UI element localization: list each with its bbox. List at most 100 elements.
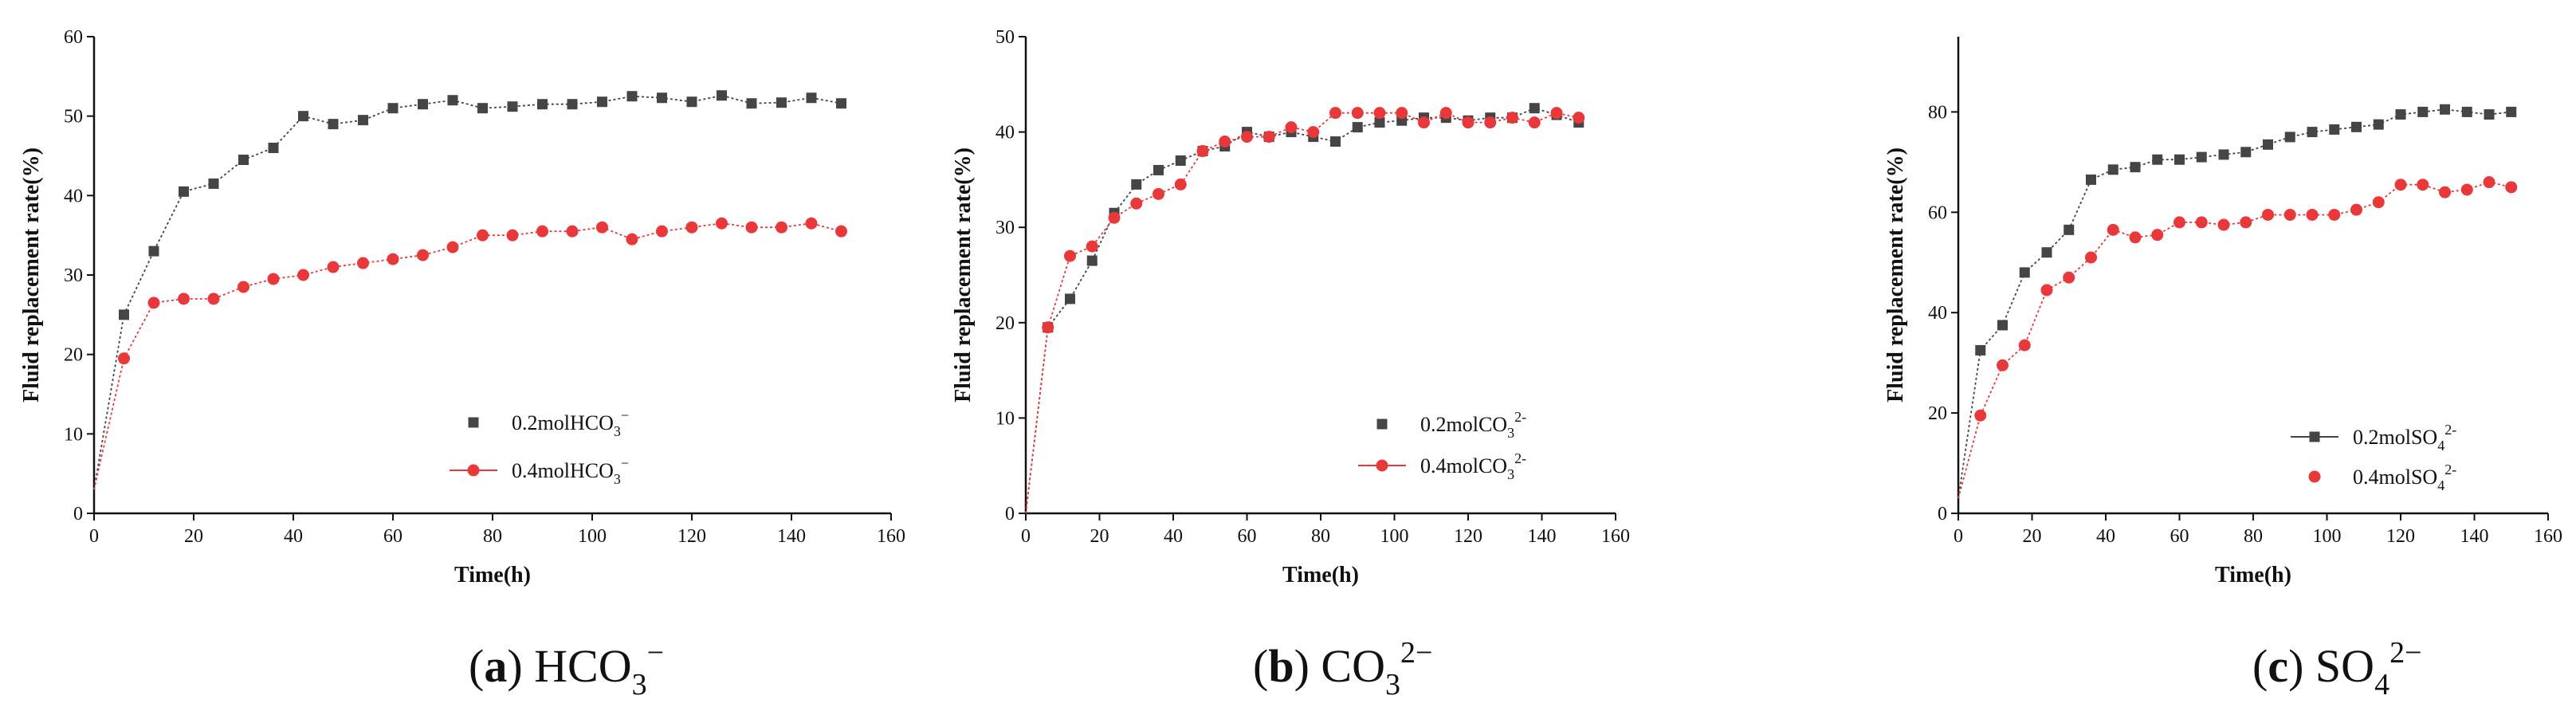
- data-point: [1285, 121, 1298, 134]
- data-point: [507, 101, 518, 112]
- data-point: [357, 257, 369, 269]
- y-tick-label: 60: [64, 27, 83, 48]
- data-point: [297, 269, 309, 281]
- data-point: [1462, 116, 1475, 129]
- y-tick-label: 50: [64, 107, 83, 128]
- series-1: [93, 90, 846, 490]
- data-point: [656, 225, 668, 238]
- x-tick-label: 20: [2023, 526, 2042, 547]
- x-tick-label: 140: [1528, 526, 1557, 547]
- x-tick-label: 120: [677, 526, 706, 547]
- data-point: [806, 92, 817, 104]
- data-point: [2196, 151, 2207, 163]
- legend-label: 0.4molSO42-: [2353, 462, 2456, 493]
- data-point: [1974, 409, 1987, 422]
- data-point: [2328, 208, 2341, 221]
- data-point: [2440, 104, 2450, 115]
- y-tick-label: 20: [64, 345, 83, 366]
- x-tick-label: 40: [284, 526, 303, 547]
- data-point: [1997, 320, 2008, 331]
- y-tick-label: 20: [995, 313, 1015, 334]
- x-tick-label: 100: [578, 526, 607, 547]
- data-point: [2019, 267, 2030, 278]
- legend-marker: [2308, 470, 2321, 483]
- data-point: [1131, 179, 1142, 190]
- data-point: [267, 273, 280, 285]
- data-point: [328, 119, 339, 130]
- data-point: [537, 99, 548, 110]
- data-point: [1086, 240, 1098, 253]
- data-point: [2086, 174, 2096, 185]
- data-point: [716, 217, 728, 230]
- legend-label: 0.2molCO32-: [1420, 409, 1526, 441]
- data-point: [2107, 223, 2119, 236]
- data-point: [119, 309, 129, 320]
- data-point: [1153, 187, 1164, 200]
- legend-marker: [2309, 431, 2320, 442]
- data-point: [1196, 145, 1209, 158]
- data-point: [2040, 284, 2053, 297]
- data-point: [685, 221, 698, 234]
- x-tick-label: 120: [2386, 526, 2415, 547]
- data-point: [2284, 132, 2295, 143]
- data-point: [776, 97, 787, 108]
- data-point: [2283, 208, 2296, 221]
- data-point: [1352, 122, 1363, 133]
- data-point: [2484, 109, 2495, 120]
- chart-panel-b: 0 20 40 60 80 100 120 140 160 0 10 20 30 40 50 Time(h) F…: [951, 27, 1630, 587]
- data-point: [506, 229, 519, 242]
- data-point: [2307, 127, 2318, 138]
- data-point: [2217, 218, 2230, 231]
- data-point: [1064, 249, 1076, 262]
- data-point: [835, 225, 847, 238]
- legend-marker: [467, 464, 480, 477]
- legend-label: 0.4molHCO3−: [512, 455, 629, 487]
- data-point: [2064, 224, 2075, 235]
- y-tick-label: 40: [995, 123, 1015, 143]
- series-line: [93, 94, 842, 490]
- y-axis-title: Fluid replacement rate(%): [19, 147, 44, 403]
- y-tick-label: 80: [1928, 102, 1947, 123]
- data-point: [2240, 216, 2252, 229]
- data-point: [417, 249, 429, 261]
- data-point: [2152, 154, 2163, 165]
- data-point: [596, 221, 608, 234]
- data-point: [2018, 339, 2031, 352]
- legend-label: 0.4molCO32-: [1420, 450, 1526, 482]
- data-point: [836, 98, 846, 109]
- data-point: [1130, 197, 1143, 210]
- data-point: [1174, 178, 1187, 191]
- legend-label: 0.2molHCO3−: [512, 407, 629, 439]
- data-point: [268, 143, 279, 154]
- data-point: [745, 221, 758, 234]
- x-tick-label: 0: [1954, 526, 1963, 547]
- x-tick-label: 80: [2244, 526, 2263, 547]
- data-point: [208, 178, 219, 189]
- data-point: [2151, 229, 2164, 242]
- data-point: [626, 233, 638, 246]
- x-tick-label: 60: [383, 526, 402, 547]
- data-point: [2329, 124, 2340, 135]
- data-point: [686, 96, 697, 108]
- data-point: [1997, 359, 2009, 371]
- data-point: [1065, 293, 1075, 304]
- data-point: [2107, 164, 2119, 175]
- data-point: [1418, 116, 1430, 129]
- data-point: [2505, 181, 2518, 194]
- data-point: [657, 92, 667, 104]
- data-point: [477, 229, 489, 242]
- data-point: [2394, 179, 2407, 191]
- data-point: [626, 91, 638, 102]
- data-point: [358, 115, 368, 126]
- legend-marker: [1376, 459, 1388, 472]
- panel-caption: (a) HCO3−: [469, 636, 664, 701]
- data-point: [1307, 126, 1320, 139]
- x-axis-title: Time(h): [1282, 563, 1359, 587]
- x-tick-label: 120: [1454, 526, 1482, 547]
- data-point: [179, 186, 189, 197]
- y-tick-label: 0: [1938, 504, 1947, 525]
- data-point: [2372, 196, 2385, 209]
- data-point: [1506, 112, 1518, 124]
- x-tick-label: 160: [2534, 526, 2562, 547]
